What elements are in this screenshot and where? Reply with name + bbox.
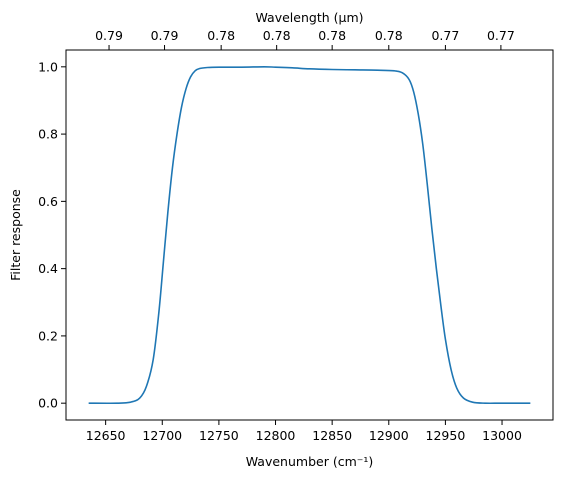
plot-area-frame (65, 49, 554, 421)
top-x-axis-title: Wavelength (μm) (255, 10, 363, 25)
x-tick-label: 12700 (142, 428, 182, 443)
top-tick-label: 0.78 (263, 28, 291, 43)
y-tick-label: 0.2 (38, 328, 58, 343)
x-tick-label: 12850 (312, 428, 352, 443)
y-tick-label: 0.0 (38, 396, 58, 411)
x-tick-label: 12950 (426, 428, 466, 443)
x-tick-label: 12750 (199, 428, 239, 443)
top-tick-label: 0.78 (375, 28, 403, 43)
x-axis-title: Wavenumber (cm⁻¹) (246, 454, 373, 469)
y-tick-label: 0.8 (38, 127, 58, 142)
y-tick-label: 1.0 (38, 59, 58, 74)
y-tick-label: 0.6 (38, 194, 58, 209)
y-axis-ticks: 0.0 0.2 0.4 0.6 0.8 1.0 (38, 59, 66, 411)
x-tick-label: 12800 (256, 428, 296, 443)
top-tick-label: 0.79 (95, 28, 123, 43)
bottom-x-axis-ticks: 12650 12700 12750 12800 12850 12900 12950 13000 (86, 420, 522, 443)
top-tick-label: 0.79 (151, 28, 179, 43)
top-tick-label: 0.78 (207, 28, 235, 43)
y-axis-title: Filter response (8, 189, 23, 281)
top-tick-label: 0.77 (431, 28, 459, 43)
top-x-axis-ticks: 0.79 0.79 0.78 0.78 0.78 0.78 0.77 0.77 (95, 28, 515, 50)
y-tick-label: 0.4 (38, 261, 58, 276)
series-line (88, 66, 531, 405)
x-tick-label: 12900 (369, 428, 409, 443)
top-tick-label: 0.77 (487, 28, 515, 43)
top-tick-label: 0.78 (318, 28, 346, 43)
x-tick-label: 13000 (482, 428, 522, 443)
x-tick-label: 12650 (86, 428, 126, 443)
